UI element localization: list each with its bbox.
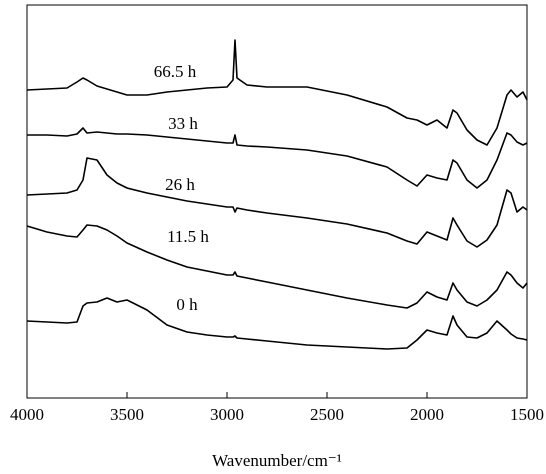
spectrum-line bbox=[26, 157, 528, 248]
spectrum-line bbox=[26, 39, 528, 146]
x-axis-label: Wavenumber/cm⁻¹ bbox=[212, 451, 342, 470]
spectrum-line bbox=[27, 127, 528, 189]
series-label: 0 h bbox=[176, 295, 198, 314]
x-tick-label: 1500 bbox=[510, 405, 544, 424]
plot-frame bbox=[26, 4, 528, 399]
series-label: 11.5 h bbox=[167, 227, 209, 246]
x-tick-label: 3500 bbox=[110, 405, 144, 424]
x-tick-label: 2000 bbox=[410, 405, 444, 424]
spectrum-line bbox=[26, 224, 528, 309]
spectrum-line bbox=[26, 297, 528, 350]
x-tick-label: 3000 bbox=[210, 405, 244, 424]
series-label: 26 h bbox=[165, 175, 195, 194]
series-label: 66.5 h bbox=[154, 62, 197, 81]
x-tick-label: 4000 bbox=[10, 405, 44, 424]
x-tick-label: 2500 bbox=[310, 405, 344, 424]
series-label: 33 h bbox=[168, 114, 198, 133]
